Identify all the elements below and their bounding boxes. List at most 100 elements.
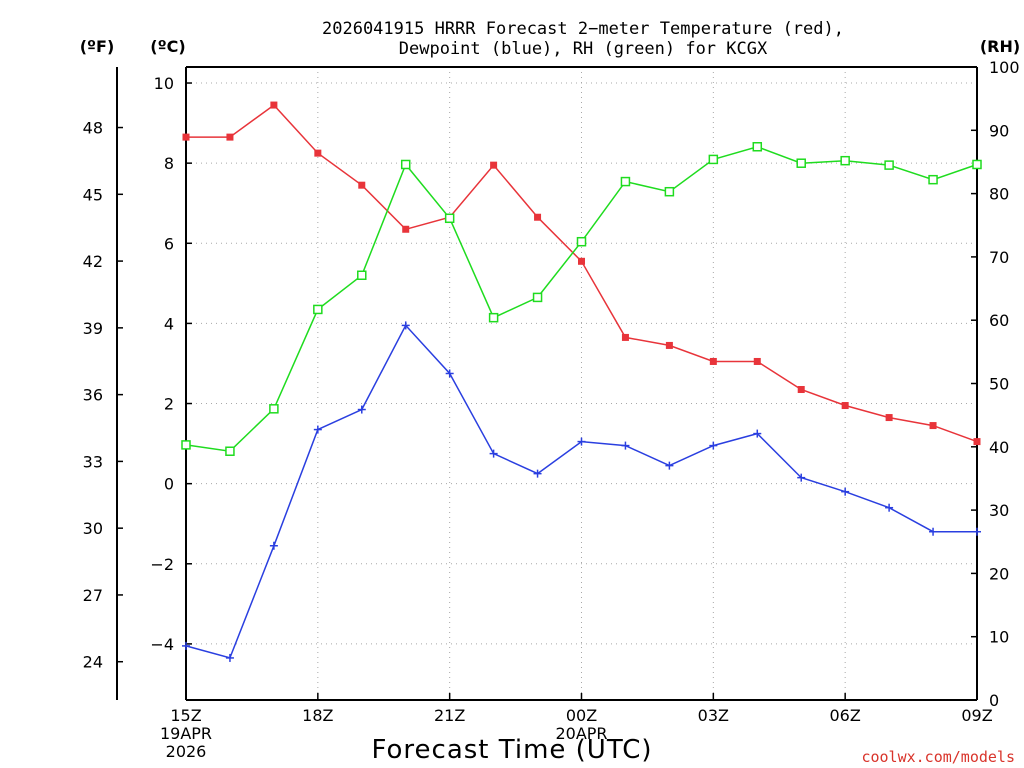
rh-tick-label: 60 bbox=[989, 311, 1009, 330]
rh-point bbox=[400, 159, 411, 170]
fahrenheit-unit-label: (ºF) bbox=[80, 37, 115, 56]
temperature-point bbox=[358, 181, 366, 189]
dewpoint-point bbox=[357, 405, 366, 414]
rh-point bbox=[796, 158, 806, 168]
temperature-point bbox=[182, 133, 190, 141]
temperature-point bbox=[753, 357, 761, 365]
rh-point bbox=[444, 213, 455, 224]
temperature-point bbox=[797, 386, 805, 394]
dewpoint-point bbox=[269, 541, 278, 550]
celsius-tick-label: 10 bbox=[154, 74, 174, 93]
dewpoint-point bbox=[665, 461, 674, 470]
celsius-tick-label: −2 bbox=[150, 555, 174, 574]
rh-point bbox=[664, 186, 675, 197]
series-line-temperature bbox=[186, 104, 978, 443]
credit-text: coolwx.com/models bbox=[861, 748, 1015, 766]
rh-point bbox=[928, 174, 938, 185]
fahrenheit-tick-label: 33 bbox=[83, 452, 103, 471]
rh-point bbox=[181, 440, 191, 450]
fahrenheit-tick-label: 24 bbox=[83, 653, 103, 672]
rh-point bbox=[576, 236, 587, 247]
dewpoint-point bbox=[797, 473, 806, 482]
fahrenheit-tick-label: 45 bbox=[83, 185, 103, 204]
temperature-point bbox=[841, 402, 849, 410]
temperature-point bbox=[534, 213, 542, 221]
temperature-point bbox=[665, 341, 673, 349]
fahrenheit-tick-label: 42 bbox=[83, 252, 103, 271]
rh-point bbox=[269, 404, 279, 414]
x-tick-label: 2026 bbox=[166, 742, 207, 761]
rh-point bbox=[840, 155, 850, 166]
series-markers bbox=[181, 101, 982, 662]
rh-point bbox=[357, 270, 367, 281]
x-tick-label: 03Z bbox=[698, 706, 729, 725]
temperature-point bbox=[402, 225, 410, 233]
rh-tick-label: 100 bbox=[989, 58, 1020, 77]
chart-title-line1: 2026041915 HRRR Forecast 2−meter Tempera… bbox=[322, 19, 844, 39]
rh-tick-label: 10 bbox=[989, 628, 1009, 647]
dewpoint-point bbox=[885, 503, 894, 512]
fahrenheit-tick-label: 30 bbox=[83, 519, 103, 538]
celsius-tick-label: −4 bbox=[150, 635, 174, 654]
rh-point bbox=[972, 159, 982, 170]
temperature-point bbox=[490, 161, 498, 169]
rh-point bbox=[225, 446, 235, 456]
dewpoint-point bbox=[182, 641, 190, 650]
x-tick-label: 19APR bbox=[160, 724, 212, 743]
axes bbox=[116, 66, 978, 701]
rh-tick-label: 40 bbox=[989, 438, 1009, 457]
rh-point bbox=[532, 292, 543, 303]
x-tick-label: 18Z bbox=[302, 706, 333, 725]
x-tick-label: 09Z bbox=[961, 706, 992, 725]
series-line-dewpoint bbox=[185, 324, 977, 659]
dewpoint-point bbox=[445, 369, 454, 378]
celsius-tick-label: 0 bbox=[164, 475, 174, 494]
x-tick-label: 20APR bbox=[555, 724, 607, 743]
rh-point bbox=[708, 154, 719, 165]
rh-point bbox=[884, 160, 894, 170]
fahrenheit-tick-label: 39 bbox=[83, 319, 103, 338]
dewpoint-point bbox=[929, 527, 938, 536]
rh-tick-label: 0 bbox=[989, 691, 999, 710]
temperature-point bbox=[270, 101, 278, 109]
dewpoint-point bbox=[489, 449, 498, 458]
x-tick-label: 00Z bbox=[566, 706, 597, 725]
temperature-point bbox=[578, 257, 585, 265]
celsius-tick-label: 4 bbox=[164, 314, 174, 333]
x-tick-label: 06Z bbox=[830, 706, 861, 725]
rh-point bbox=[313, 304, 323, 315]
celsius-unit-label: (ºC) bbox=[150, 37, 185, 56]
dewpoint-point bbox=[709, 441, 718, 450]
temperature-point bbox=[973, 438, 981, 446]
celsius-tick-label: 8 bbox=[164, 154, 174, 173]
x-axis-label: Forecast Time (UTC) bbox=[371, 735, 652, 765]
dewpoint-point bbox=[621, 441, 630, 450]
temperature-point bbox=[621, 333, 629, 341]
dewpoint-point bbox=[753, 429, 762, 438]
dewpoint-point bbox=[533, 469, 542, 478]
fahrenheit-tick-label: 27 bbox=[83, 586, 103, 605]
dewpoint-point bbox=[225, 653, 234, 662]
dewpoint-point bbox=[313, 425, 322, 434]
dewpoint-point bbox=[401, 321, 410, 330]
x-tick-label: 15Z bbox=[170, 706, 201, 725]
rh-tick-label: 20 bbox=[989, 564, 1009, 583]
temperature-point bbox=[885, 414, 893, 422]
fahrenheit-tick-label: 48 bbox=[83, 119, 103, 138]
dewpoint-point bbox=[577, 437, 586, 446]
fahrenheit-tick-label: 36 bbox=[83, 386, 103, 405]
tick-labels: 1086420−2−448454239363330272410090807060… bbox=[83, 58, 1020, 761]
celsius-tick-label: 2 bbox=[164, 395, 174, 414]
dewpoint-point bbox=[841, 487, 850, 496]
rh-unit-label: (RH) bbox=[980, 37, 1020, 56]
chart-title-line2: Dewpoint (blue), RH (green) for KCGX bbox=[399, 39, 768, 59]
rh-tick-label: 50 bbox=[989, 375, 1009, 394]
rh-point bbox=[488, 312, 499, 323]
temperature-point bbox=[226, 133, 234, 141]
series-lines bbox=[185, 104, 978, 659]
rh-tick-label: 30 bbox=[989, 501, 1009, 520]
rh-tick-label: 90 bbox=[989, 121, 1009, 140]
temperature-point bbox=[929, 422, 937, 430]
temperature-point bbox=[709, 357, 717, 365]
